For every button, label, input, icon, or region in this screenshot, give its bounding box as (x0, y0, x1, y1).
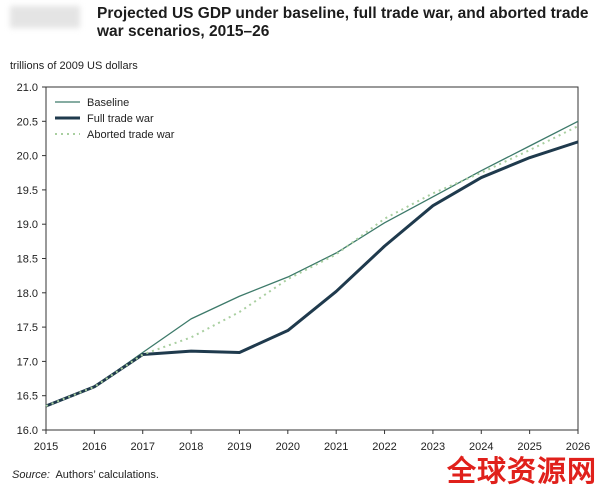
y-tick-label: 19.5 (17, 185, 38, 197)
series-line-baseline (45, 120, 579, 407)
watermark: 全球资源网 (447, 454, 598, 488)
x-tick-label: 2023 (421, 441, 445, 453)
y-tick-label: 20.0 (17, 151, 38, 163)
y-tick-label: 20.5 (17, 116, 38, 128)
x-tick-label: 2020 (276, 441, 300, 453)
y-tick-label: 17.5 (17, 322, 38, 334)
x-tick-label: 2024 (469, 441, 493, 453)
x-tick-label: 2015 (34, 441, 58, 453)
y-tick-label: 16.5 (17, 391, 38, 403)
y-tick-label: 18.0 (17, 288, 38, 300)
x-tick-label: 2016 (82, 441, 106, 453)
source-note: Source: Authors’ calculations. (12, 469, 159, 481)
y-tick-label: 19.0 (17, 219, 38, 231)
legend-label: Aborted trade war (87, 129, 175, 141)
x-tick-label: 2017 (130, 441, 154, 453)
y-tick-label: 21.0 (17, 82, 38, 94)
series-line-aborted-trade-war (45, 125, 579, 407)
blurred-figure-label (10, 6, 80, 28)
x-tick-label: 2021 (324, 441, 348, 453)
y-tick-label: 18.5 (17, 254, 38, 266)
y-tick-label: 16.0 (17, 425, 38, 437)
x-tick-label: 2019 (227, 441, 251, 453)
x-tick-label: 2018 (179, 441, 203, 453)
source-label: Source: (12, 469, 50, 481)
legend-label: Baseline (87, 97, 129, 109)
x-tick-label: 2026 (566, 441, 590, 453)
series-line-full-trade-war (45, 140, 579, 408)
y-axis-unit-label: trillions of 2009 US dollars (10, 60, 138, 72)
x-tick-label: 2022 (372, 441, 396, 453)
x-tick-label: 2025 (517, 441, 541, 453)
y-tick-label: 17.0 (17, 356, 38, 368)
legend-label: Full trade war (87, 113, 154, 125)
source-text: Authors’ calculations. (55, 469, 159, 481)
chart-title: Projected US GDP under baseline, full tr… (97, 5, 589, 40)
